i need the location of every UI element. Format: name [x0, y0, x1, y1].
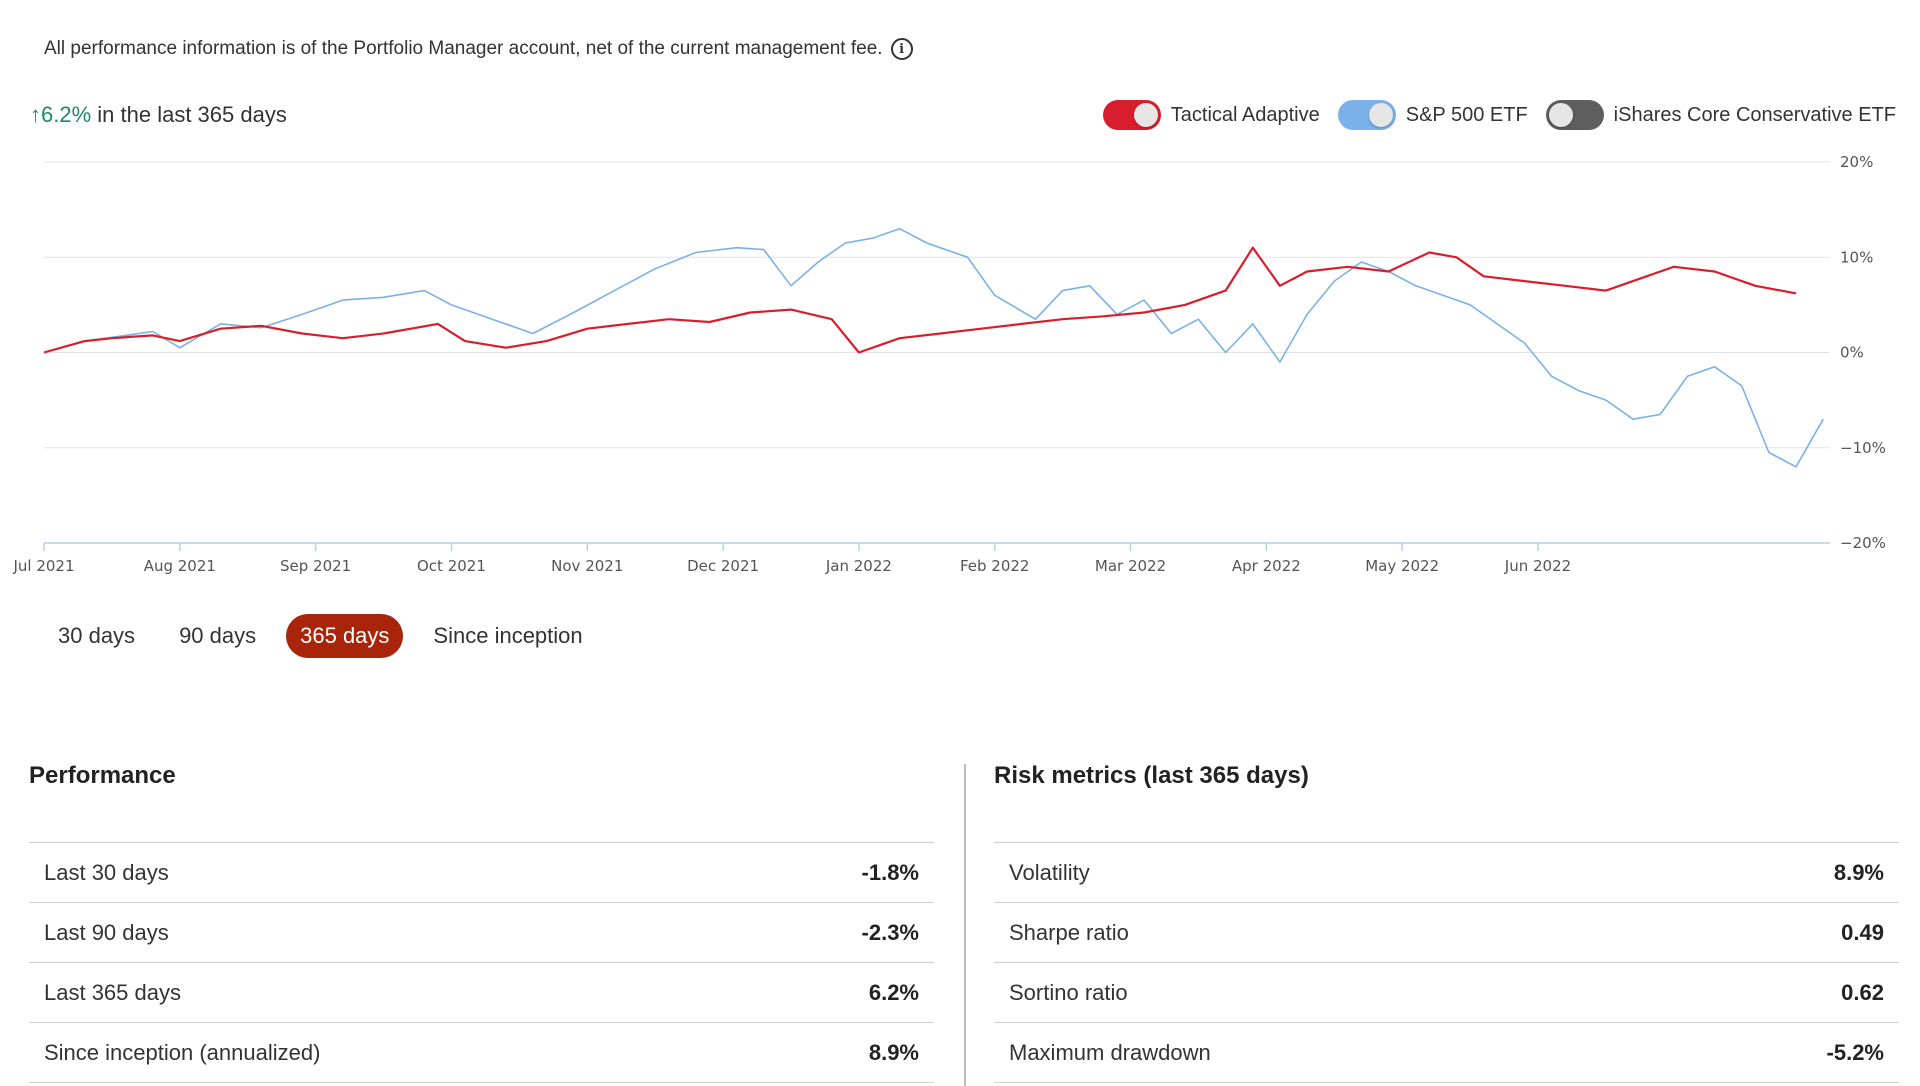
row-label: Last 90 days: [44, 919, 169, 945]
legend-item-ishares-conservative-etf[interactable]: iShares Core Conservative ETF: [1545, 100, 1896, 130]
row-label: Last 30 days: [44, 859, 169, 885]
ishares-conservative-toggle[interactable]: [1545, 100, 1604, 130]
row-label: Since inception (annualized): [44, 1039, 321, 1065]
change-suffix: in the last 365 days: [91, 102, 287, 127]
change-value: ↑6.2%: [30, 102, 92, 127]
x-tick-label: Jan 2022: [825, 557, 892, 575]
legend-item-tactical-adaptive[interactable]: Tactical Adaptive: [1102, 100, 1320, 130]
tactical-adaptive-toggle[interactable]: [1102, 100, 1161, 130]
table-row: Last 30 days -1.8%: [29, 842, 934, 902]
period-365-days-button[interactable]: 365 days: [286, 614, 404, 658]
x-tick-label: Aug 2021: [144, 557, 216, 575]
row-label: Maximum drawdown: [1009, 1039, 1211, 1065]
x-tick-label: Jul 2021: [12, 557, 74, 575]
info-icon[interactable]: i: [890, 38, 913, 60]
series-line-s-p-500-etf: [43, 227, 1824, 468]
risk-metrics-panel: Risk metrics (last 365 days) Volatility 8…: [994, 762, 1899, 1083]
disclaimer-label: All performance information is of the Po…: [44, 38, 883, 59]
row-label: Sortino ratio: [1009, 979, 1128, 1005]
row-value: -1.8%: [861, 859, 919, 885]
y-tick-label: 10%: [1840, 248, 1873, 266]
x-tick-label: Sep 2021: [280, 557, 351, 575]
row-label: Sharpe ratio: [1009, 919, 1129, 945]
period-90-days-button[interactable]: 90 days: [179, 623, 257, 648]
period-30-days-button[interactable]: 30 days: [58, 623, 136, 648]
panel-divider: [964, 764, 966, 1086]
toggle-knob: [1133, 103, 1158, 127]
x-tick-label: Dec 2021: [687, 557, 759, 575]
row-value: -2.3%: [861, 919, 919, 945]
x-tick-label: Oct 2021: [417, 557, 486, 575]
x-tick-label: Feb 2022: [960, 557, 1030, 575]
period-selector: 30 days 90 days 365 days Since inception: [44, 614, 597, 658]
performance-panel: Performance Last 30 days -1.8% Last 90 da…: [29, 762, 934, 1083]
y-tick-label: 20%: [1840, 153, 1873, 171]
x-tick-label: Jun 2022: [1504, 557, 1571, 575]
table-row: Sortino ratio 0.62: [994, 962, 1899, 1022]
performance-title: Performance: [29, 762, 176, 789]
y-tick-label: −10%: [1840, 439, 1886, 457]
table-row: Maximum drawdown -5.2%: [994, 1022, 1899, 1082]
row-value: 0.62: [1841, 979, 1884, 1005]
row-value: -5.2%: [1826, 1039, 1884, 1065]
risk-metrics-title: Risk metrics (last 365 days): [994, 762, 1309, 789]
toggle-knob: [1548, 103, 1573, 127]
table-row: Last 365 days 6.2%: [29, 962, 934, 1022]
row-value: 0.49: [1841, 919, 1884, 945]
row-label: Volatility: [1009, 859, 1090, 885]
legend-label: iShares Core Conservative ETF: [1613, 103, 1896, 126]
disclaimer-text: All performance information is of the Po…: [44, 38, 913, 60]
y-tick-label: −20%: [1840, 534, 1886, 552]
table-row: Last 90 days -2.3%: [29, 902, 934, 962]
legend-label: Tactical Adaptive: [1170, 103, 1320, 126]
chart-legend: Tactical Adaptive S&P 500 ETF iShares Co…: [1095, 100, 1896, 130]
period-since-inception-button[interactable]: Since inception: [433, 623, 583, 648]
sp500-etf-toggle[interactable]: [1337, 100, 1396, 130]
x-tick-label: Nov 2021: [551, 557, 623, 575]
performance-table: Last 30 days -1.8% Last 90 days -2.3% Last…: [29, 842, 934, 1083]
row-label: Last 365 days: [44, 979, 181, 1005]
performance-chart: 20% 10% 0% −10% −20% Jul 2021 Aug 2021 Sep 2021…: [12, 153, 1886, 575]
y-tick-label: 0%: [1840, 344, 1864, 362]
table-row: Volatility 8.9%: [994, 842, 1899, 902]
toggle-knob: [1368, 103, 1393, 127]
x-tick-label: Apr 2022: [1232, 557, 1301, 575]
row-value: 6.2%: [868, 979, 919, 1005]
risk-metrics-table: Volatility 8.9% Sharpe ratio 0.49 Sortino …: [994, 842, 1899, 1083]
performance-summary: ↑6.2% in the last 365 days: [30, 102, 287, 128]
x-tick-label: Mar 2022: [1095, 557, 1166, 575]
table-row: Sharpe ratio 0.49: [994, 902, 1899, 962]
legend-item-sp500-etf[interactable]: S&P 500 ETF: [1337, 100, 1528, 130]
series-line-tactical-adaptive: [43, 246, 1797, 354]
row-value: 8.9%: [1833, 859, 1884, 885]
legend-label: S&P 500 ETF: [1405, 103, 1528, 126]
row-value: 8.9%: [868, 1039, 919, 1065]
x-tick-label: May 2022: [1365, 557, 1439, 575]
table-row: Since inception (annualized) 8.9%: [29, 1022, 934, 1082]
